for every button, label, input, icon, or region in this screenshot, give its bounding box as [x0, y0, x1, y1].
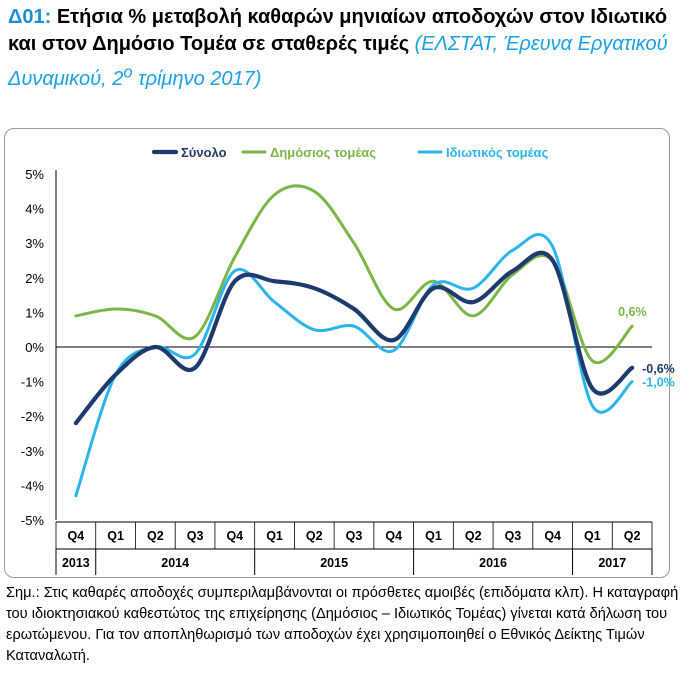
x-tick-label: Q2 [624, 529, 641, 543]
legend-label: Ιδιωτικός τομέας [446, 145, 548, 160]
x-tick-label: Q3 [505, 529, 522, 543]
y-tick-label: 5% [25, 167, 44, 182]
x-tick-label: Q3 [187, 529, 204, 543]
year-label: 2014 [161, 556, 189, 570]
y-tick-label: 2% [25, 271, 44, 286]
x-tick-label: Q1 [425, 529, 442, 543]
source-sup: ο [123, 62, 133, 81]
source-pre: (ΕΛΣΤΑΤ, Έρευνα Εργατικού Δυναμικού, 2 [8, 33, 668, 90]
y-tick-label: 0% [25, 340, 44, 355]
series-line-1 [73, 250, 635, 426]
end-data-label: -1,0% [642, 376, 675, 390]
end-data-label: -0,6% [642, 362, 675, 376]
x-tick-label: Q4 [226, 529, 243, 543]
x-tick-label: Q4 [68, 529, 85, 543]
footnote: Σημ.: Στις καθαρές αποδοχές συμπεριλαμβά… [6, 585, 679, 664]
y-tick-label: 3% [25, 236, 44, 251]
year-label: 2016 [479, 556, 507, 570]
year-label: 2015 [320, 556, 348, 570]
title-code: Δ01: [8, 6, 52, 28]
y-tick-label: -2% [21, 409, 45, 424]
x-tick-label: Q1 [266, 529, 283, 543]
series-line-3 [74, 233, 634, 498]
x-tick-label: Q4 [544, 529, 561, 543]
x-tick-label: Q2 [306, 529, 323, 543]
x-tick-label: Q1 [584, 529, 601, 543]
y-tick-label: 4% [25, 202, 44, 217]
chart-frame [4, 128, 670, 578]
end-data-label: 0,6% [618, 305, 647, 319]
y-tick-label: -5% [21, 513, 45, 528]
title-text: Ετήσια % μεταβολή καθαρών μηνιαίων αποδο… [8, 6, 668, 55]
y-tick-label: -3% [21, 444, 45, 459]
line-chart: 5% 4% 3% 2% 1% 0% -1% -2% -3% -4% -5% Q4 Q1 Q2 Q3 Q4 Q1 Q… [21, 145, 675, 575]
y-tick-label: -1% [21, 375, 45, 390]
source-post: τρίμηνο 2017) [132, 67, 262, 90]
year-label: 2013 [62, 556, 90, 570]
legend-label: Δημόσιος τομέας [270, 145, 376, 160]
series-line-2 [74, 184, 634, 365]
x-tick-label: Q2 [147, 529, 164, 543]
x-tick-label: Q1 [107, 529, 124, 543]
legend-label: Σύνολο [181, 145, 227, 160]
y-tick-label: -4% [21, 478, 45, 493]
chart-title: Δ01: Ετήσια % μεταβολή καθαρών μηνιαίων … [8, 4, 694, 93]
title-source: (ΕΛΣΤΑΤ, Έρευνα Εργατικού Δυναμικού, 2ο … [8, 33, 668, 90]
year-label: 2017 [598, 556, 626, 570]
x-tick-label: Q4 [385, 529, 402, 543]
x-tick-label: Q3 [346, 529, 363, 543]
y-tick-label: 1% [25, 305, 44, 320]
x-tick-label: Q2 [465, 529, 482, 543]
